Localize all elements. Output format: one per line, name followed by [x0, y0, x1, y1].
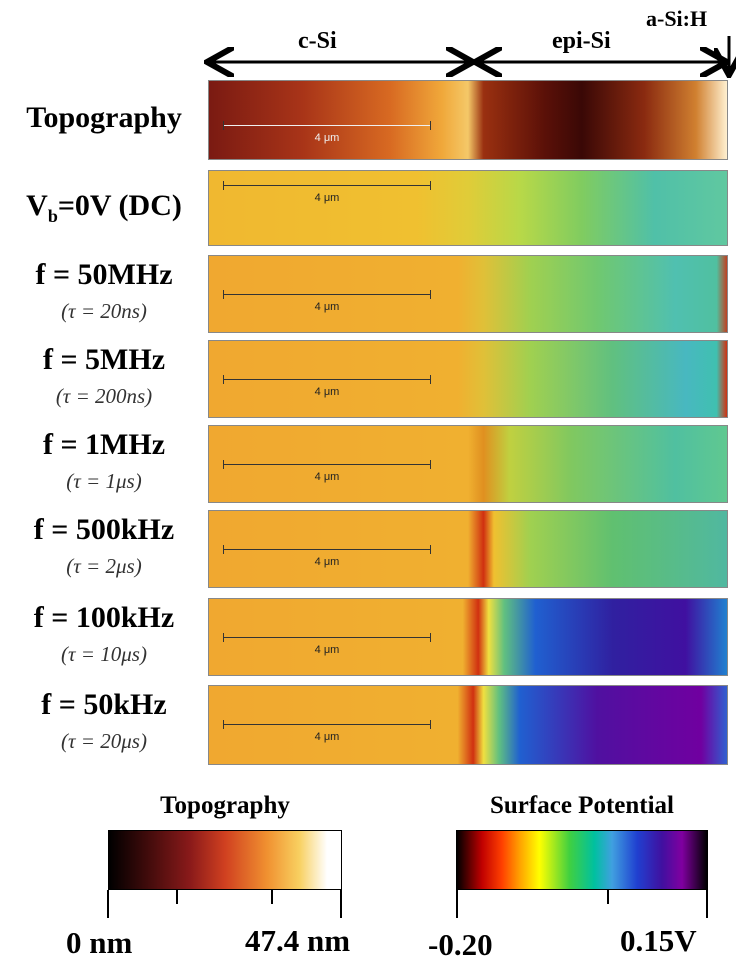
- region-arrows: [0, 36, 736, 80]
- scale-bar-label: 4 μm: [314, 731, 340, 743]
- row-sublabel: (τ = 1μs): [66, 469, 142, 493]
- row-label: f = 50MHz: [35, 258, 173, 291]
- row-label: f = 100kHz: [33, 601, 175, 634]
- row-label: Topography: [26, 101, 182, 134]
- image-panel: 4 μm: [208, 685, 728, 765]
- label-subscript: b: [47, 206, 58, 226]
- tick: [340, 890, 342, 918]
- image-panel: 4 μm: [208, 340, 728, 418]
- scale-bar: [223, 720, 431, 729]
- scale-bar-label: 4 μm: [314, 556, 340, 568]
- row-sublabel: (τ = 200ns): [55, 384, 153, 408]
- scale-bar: [223, 545, 431, 554]
- scale-bar-label: 4 μm: [314, 644, 340, 656]
- image-panel: 4 μm: [208, 425, 728, 503]
- tick: [706, 890, 708, 918]
- scale-bar-label: 4 μm: [314, 192, 340, 204]
- scale-bar-label: 4 μm: [314, 471, 340, 483]
- row-label: Vb=0V (DC): [0, 190, 208, 232]
- colorbar: [456, 830, 708, 890]
- label-main: V: [26, 189, 48, 222]
- tick: [607, 890, 609, 904]
- scale-bar: [223, 375, 431, 384]
- scale-bar-label: 4 μm: [314, 386, 340, 398]
- colorbar-title: Surface Potential: [490, 792, 674, 819]
- image-panel: 4 μm: [208, 80, 728, 160]
- colorbar-min: 0 nm: [66, 925, 133, 960]
- scale-bar: [223, 290, 431, 299]
- scale-bar: [223, 121, 431, 130]
- row-sublabel: (τ = 10μs): [61, 642, 147, 666]
- scale-bar: [223, 181, 431, 190]
- row-sublabel: (τ = 20μs): [61, 729, 147, 753]
- image-panel: 4 μm: [208, 170, 728, 246]
- region-label: a-Si:H: [646, 6, 708, 31]
- scale-bar-label: 4 μm: [314, 132, 340, 144]
- image-panel: 4 μm: [208, 255, 728, 333]
- row-sublabel: (τ = 2μs): [66, 554, 142, 578]
- tick: [271, 890, 273, 904]
- region-label: c-Si: [298, 28, 337, 54]
- tick: [176, 890, 178, 904]
- scale-bar-label: 4 μm: [314, 301, 340, 313]
- row-sublabel: (τ = 20ns): [61, 299, 147, 323]
- row-label: f = 5MHz: [42, 343, 166, 376]
- label-rest: =0V (DC): [57, 189, 182, 222]
- colorbar-max: 47.4 nm: [245, 923, 351, 958]
- colorbar-max: 0.15V: [620, 923, 697, 958]
- scale-bar: [223, 633, 431, 642]
- row-label: f = 1MHz: [42, 428, 166, 461]
- row-label: f = 50kHz: [41, 688, 167, 721]
- colorbar-title: Topography: [160, 792, 290, 819]
- row-label: f = 500kHz: [33, 513, 175, 546]
- scale-bar: [223, 460, 431, 469]
- colorbar: [108, 830, 342, 890]
- tick: [107, 890, 109, 918]
- image-panel: 4 μm: [208, 598, 728, 676]
- tick: [456, 890, 458, 918]
- region-label: epi-Si: [552, 28, 611, 54]
- colorbar-min: -0.20: [428, 927, 493, 962]
- image-panel: 4 μm: [208, 510, 728, 588]
